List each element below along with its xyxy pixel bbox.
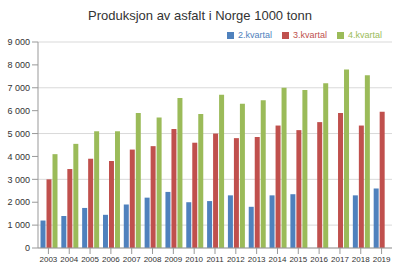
html-text:2.kvartal: 2.kvartal [238,30,272,40]
svg-text:2 000: 2 000 [7,197,30,207]
svg-text:2014: 2014 [269,255,287,264]
svg-text:2013: 2013 [248,255,266,264]
svg-text:2012: 2012 [227,255,245,264]
svg-text:4 000: 4 000 [7,152,30,162]
svg-text:2007: 2007 [123,255,141,264]
html-text:3.kvartal: 3.kvartal [293,30,327,40]
html-text:Produksjon av asfalt i Norge 1: Produksjon av asfalt i Norge 1000 tonn [88,8,312,23]
svg-text:6 000: 6 000 [7,106,30,116]
svg-text:0: 0 [25,243,30,253]
svg-text:2005: 2005 [81,255,99,264]
svg-text:2018: 2018 [352,255,370,264]
svg-text:1 000: 1 000 [7,220,30,230]
svg-text:2017: 2017 [331,255,349,264]
html-text:4.kvartal: 4.kvartal [348,30,382,40]
svg-text:2016: 2016 [310,255,328,264]
svg-text:2003: 2003 [40,255,58,264]
svg-text:2011: 2011 [206,255,224,264]
svg-text:2008: 2008 [144,255,162,264]
svg-text:7 000: 7 000 [7,83,30,93]
svg-text:2009: 2009 [164,255,182,264]
svg-text:2010: 2010 [185,255,203,264]
svg-text:3 000: 3 000 [7,175,30,185]
svg-text:2019: 2019 [373,255,391,264]
svg-text:2004: 2004 [60,255,78,264]
svg-text:2006: 2006 [102,255,120,264]
svg-text:5 000: 5 000 [7,129,30,139]
svg-text:2015: 2015 [289,255,307,264]
svg-text:9 000: 9 000 [7,37,30,47]
svg-text:8 000: 8 000 [7,60,30,70]
